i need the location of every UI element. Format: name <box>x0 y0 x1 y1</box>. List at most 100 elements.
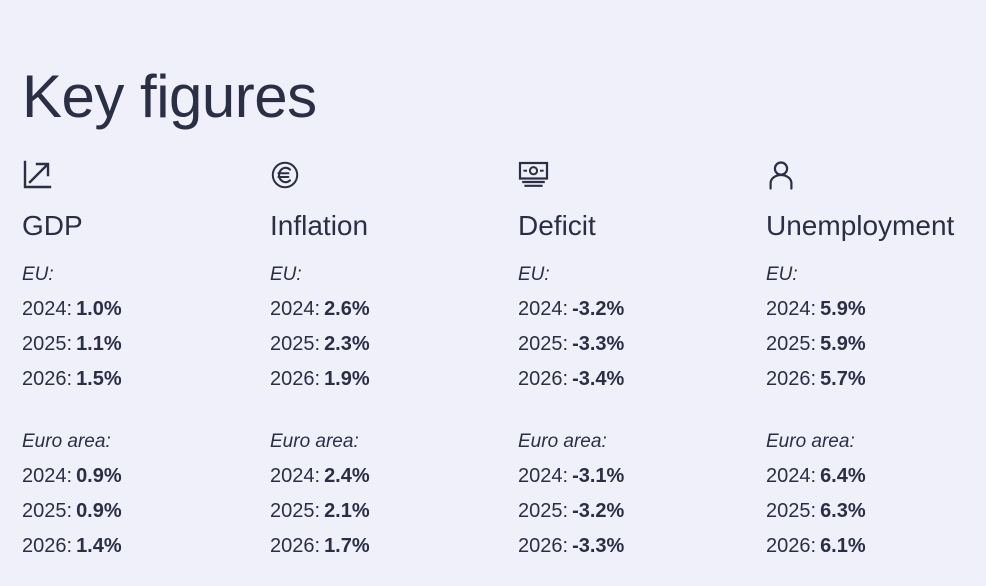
figure-year: 2024: <box>766 298 817 320</box>
figure-year: 2026: <box>22 368 73 390</box>
figure-year: 2024: <box>22 465 73 487</box>
figure-row: 2025: 0.9% <box>22 494 260 529</box>
figure-value: 5.7% <box>820 368 866 390</box>
figure-value: 2.6% <box>324 298 370 320</box>
figure-row: 2025: 2.1% <box>270 494 508 529</box>
trending-up-arrow-icon <box>22 160 260 200</box>
figure-year: 2025: <box>22 500 73 522</box>
group-label: Euro area: <box>270 431 359 452</box>
figure-year: 2026: <box>766 535 817 557</box>
figure-value: 6.3% <box>820 500 866 522</box>
figure-group-eu: EU: 2024: 2.6% 2025: 2.3% 2026: 1.9% <box>270 257 508 397</box>
figure-row: 2026: 1.7% <box>270 529 508 564</box>
figure-group-euro-area: Euro area: 2024: -3.1% 2025: -3.2% 2026: -3… <box>518 424 756 564</box>
figure-year: 2026: <box>518 368 569 390</box>
figure-value: -3.3% <box>572 535 625 557</box>
figure-value: 1.0% <box>76 298 122 320</box>
page-title: Key figures <box>22 63 317 130</box>
figure-row: 2024: 5.9% <box>766 292 976 327</box>
figure-year: 2024: <box>518 298 569 320</box>
figure-year: 2025: <box>518 333 569 355</box>
figure-row: 2024: 1.0% <box>22 292 260 327</box>
figure-row: 2026: 1.4% <box>22 529 260 564</box>
figure-value: 1.1% <box>76 333 122 355</box>
figure-row: 2026: -3.3% <box>518 529 756 564</box>
figure-group-euro-area: Euro area: 2024: 0.9% 2025: 0.9% 2026: 1.4% <box>22 424 260 564</box>
figure-value: 0.9% <box>76 465 122 487</box>
figure-row: 2025: -3.2% <box>518 494 756 529</box>
figure-row: 2026: 6.1% <box>766 529 976 564</box>
figure-value: -3.1% <box>572 465 625 487</box>
group-label: Euro area: <box>22 431 111 452</box>
group-label: EU: <box>270 264 302 285</box>
figure-year: 2026: <box>518 535 569 557</box>
figure-year: 2024: <box>270 298 321 320</box>
figure-value: -3.3% <box>572 333 625 355</box>
figure-year: 2026: <box>22 535 73 557</box>
figure-year: 2026: <box>766 368 817 390</box>
figure-value: 6.1% <box>820 535 866 557</box>
figure-value: 1.5% <box>76 368 122 390</box>
figure-value: 0.9% <box>76 500 122 522</box>
figure-group-eu: EU: 2024: -3.2% 2025: -3.3% 2026: -3.4% <box>518 257 756 397</box>
figure-value: 2.1% <box>324 500 370 522</box>
figure-group-eu: EU: 2024: 1.0% 2025: 1.1% 2026: 1.5% <box>22 257 260 397</box>
column-title: GDP <box>22 210 83 241</box>
group-label: Euro area: <box>766 431 855 452</box>
figure-row: 2025: 5.9% <box>766 327 976 362</box>
figure-value: 2.3% <box>324 333 370 355</box>
column-title: Unemployment <box>766 210 955 241</box>
figure-year: 2025: <box>22 333 73 355</box>
column-title: Deficit <box>518 210 596 241</box>
figure-row: 2025: 6.3% <box>766 494 976 529</box>
figure-value: -3.4% <box>572 368 625 390</box>
figure-year: 2025: <box>270 500 321 522</box>
figure-year: 2026: <box>270 535 321 557</box>
figure-year: 2024: <box>22 298 73 320</box>
figure-value: 5.9% <box>820 298 866 320</box>
figure-value: 1.9% <box>324 368 370 390</box>
figure-row: 2025: -3.3% <box>518 327 756 362</box>
figure-value: -3.2% <box>572 500 625 522</box>
figure-row: 2024: 2.4% <box>270 459 508 494</box>
figure-group-eu: EU: 2024: 5.9% 2025: 5.9% 2026: 5.7% <box>766 257 976 397</box>
group-label: Euro area: <box>518 431 607 452</box>
figure-column-unemployment: Unemployment EU: 2024: 5.9% 2025: 5.9% 202… <box>766 160 986 564</box>
figure-year: 2025: <box>270 333 321 355</box>
figure-value: 1.4% <box>76 535 122 557</box>
key-figures-grid: GDP EU: 2024: 1.0% 2025: 1.1% 2026: 1.5% Eu… <box>22 160 986 564</box>
figure-row: 2024: -3.2% <box>518 292 756 327</box>
figure-row: 2025: 2.3% <box>270 327 508 362</box>
figure-row: 2026: 5.7% <box>766 362 976 397</box>
euro-circle-icon <box>270 160 508 200</box>
figure-row: 2026: -3.4% <box>518 362 756 397</box>
figure-group-euro-area: Euro area: 2024: 2.4% 2025: 2.1% 2026: 1.7% <box>270 424 508 564</box>
group-label: EU: <box>518 264 550 285</box>
figure-year: 2025: <box>518 500 569 522</box>
figure-year: 2024: <box>270 465 321 487</box>
group-label: EU: <box>766 264 798 285</box>
figure-year: 2026: <box>270 368 321 390</box>
figure-row: 2024: 2.6% <box>270 292 508 327</box>
figure-value: 5.9% <box>820 333 866 355</box>
figure-row: 2026: 1.5% <box>22 362 260 397</box>
figure-value: 6.4% <box>820 465 866 487</box>
figure-row: 2024: 0.9% <box>22 459 260 494</box>
figure-column-gdp: GDP EU: 2024: 1.0% 2025: 1.1% 2026: 1.5% Eu… <box>22 160 270 564</box>
banknote-icon <box>518 160 756 200</box>
figure-value: 2.4% <box>324 465 370 487</box>
figure-row: 2026: 1.9% <box>270 362 508 397</box>
figure-row: 2024: 6.4% <box>766 459 976 494</box>
figure-value: 1.7% <box>324 535 370 557</box>
figure-group-euro-area: Euro area: 2024: 6.4% 2025: 6.3% 2026: 6.1% <box>766 424 976 564</box>
figure-value: -3.2% <box>572 298 625 320</box>
figure-column-inflation: Inflation EU: 2024: 2.6% 2025: 2.3% 2026: 1… <box>270 160 518 564</box>
figure-year: 2025: <box>766 500 817 522</box>
figure-row: 2025: 1.1% <box>22 327 260 362</box>
figure-year: 2024: <box>518 465 569 487</box>
figure-column-deficit: Deficit EU: 2024: -3.2% 2025: -3.3% 2026: -… <box>518 160 766 564</box>
figure-year: 2024: <box>766 465 817 487</box>
column-title: Inflation <box>270 210 369 241</box>
group-label: EU: <box>22 264 54 285</box>
